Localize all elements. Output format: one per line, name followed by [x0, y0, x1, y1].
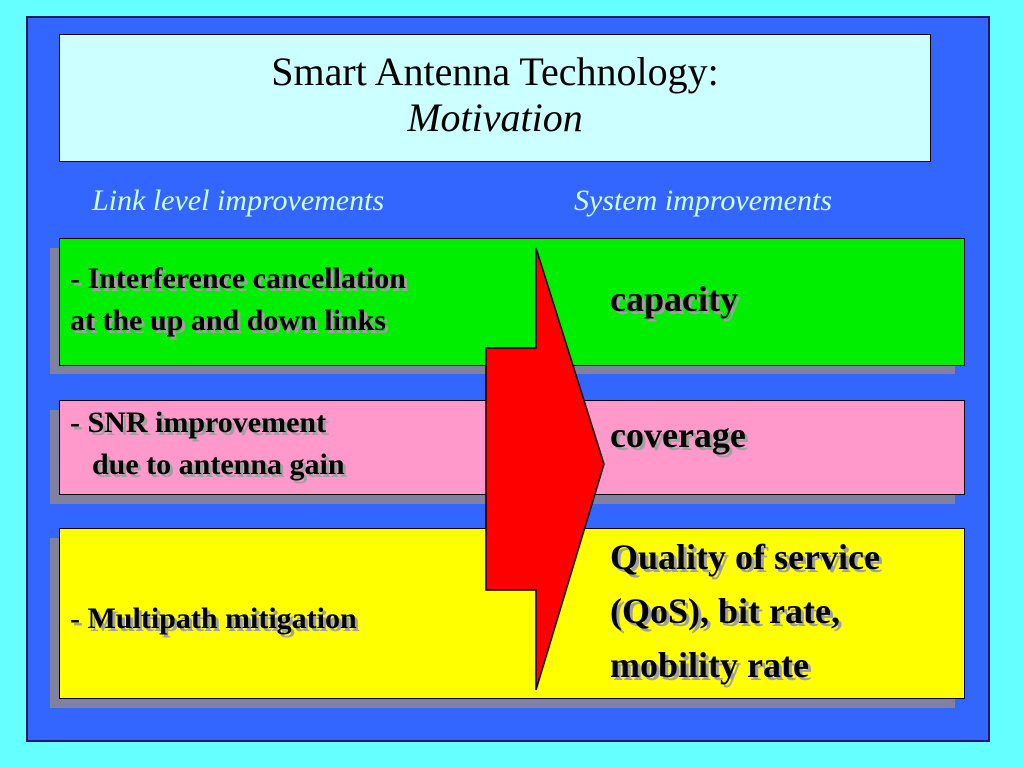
row-qos-line3: mobility rate [610, 645, 809, 685]
row-qos-line2: (QoS), bit rate, [610, 591, 840, 631]
row-qos-line1: Quality of service [610, 537, 880, 577]
row-interference-text: - Interference cancellation at the up an… [70, 258, 406, 342]
row-snr-text: - SNR improvement due to antenna gain [70, 402, 345, 486]
row-qos-text: Quality of service (QoS), bit rate, mobi… [610, 530, 880, 692]
row-snr-line1: - SNR improvement [70, 406, 327, 439]
row-interference-line2: at the up and down links [70, 304, 386, 337]
row-coverage-text: coverage [610, 415, 746, 455]
slide-subtitle: Motivation [407, 95, 583, 140]
slide-title: Smart Antenna Technology: [271, 49, 719, 94]
row-capacity-text: capacity [610, 279, 738, 319]
row-interference-line1: - Interference cancellation [70, 262, 406, 295]
row-multipath-text: - Multipath mitigation [70, 602, 357, 635]
row-snr-line2: due to antenna gain [92, 448, 345, 481]
header-link-level: Link level improvements [92, 184, 385, 217]
title-box: Smart Antenna Technology: Motivation [59, 34, 931, 162]
header-system: System improvements [574, 184, 832, 217]
red-right-arrow-icon [485, 247, 605, 691]
